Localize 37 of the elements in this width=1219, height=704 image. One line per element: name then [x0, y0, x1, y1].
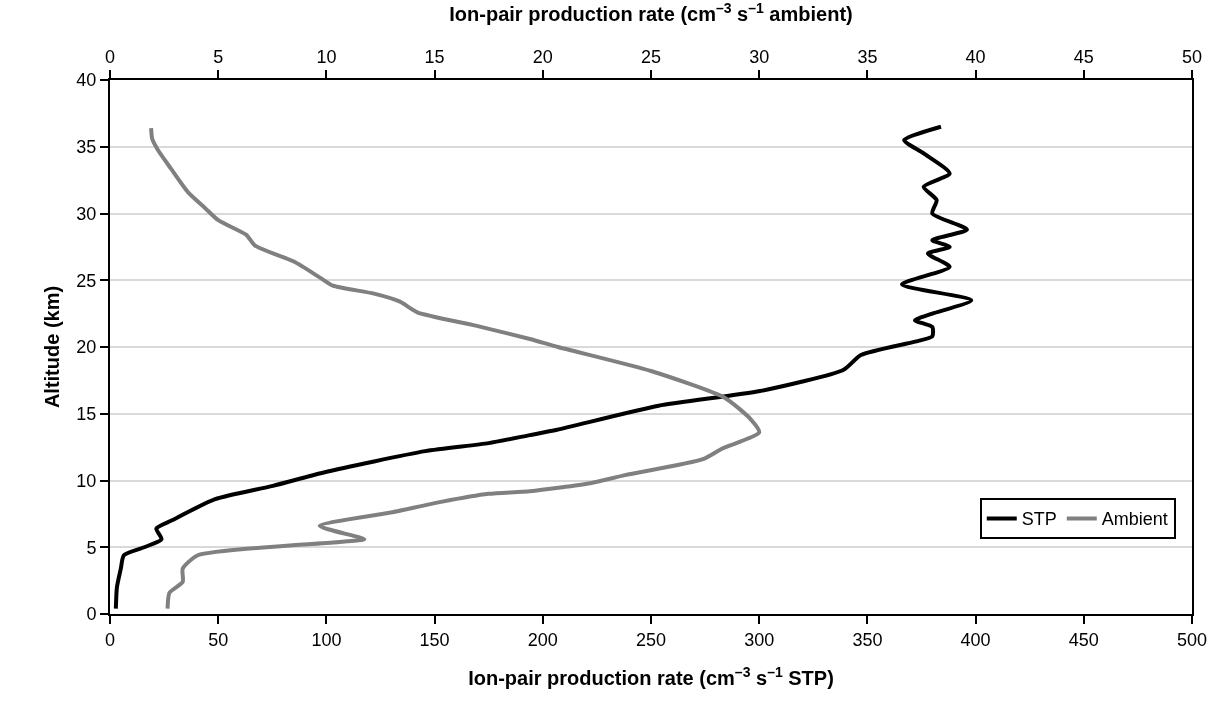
x2-axis-title: Ion-pair production rate (cm$^{–3}$ s$^{–1}$ ambient) [449, 0, 853, 26]
y-tick-label: 0 [86, 604, 97, 625]
x2-tick-label: 40 [965, 46, 986, 67]
legend-label: Ambient [1101, 509, 1168, 530]
legend-label: STP [1021, 509, 1057, 530]
x-tick-label: 100 [311, 629, 342, 650]
x-axis-title: Ion-pair production rate (cm$^{–3}$ s$^{–1}$ STP) [468, 663, 834, 689]
x-tick-label: 150 [419, 629, 450, 650]
y-tick-label: 35 [76, 137, 97, 158]
x2-tick-label: 10 [316, 46, 337, 67]
y-tick-label: 5 [86, 537, 97, 558]
line-series [113, 124, 974, 611]
x2-tick-label: 50 [1181, 46, 1203, 67]
x-tick-label: 450 [1068, 629, 1099, 650]
x-tick-label: 50 [208, 629, 229, 650]
x2-tick-label: 0 [104, 46, 116, 67]
x2-tick-label: 20 [532, 46, 553, 67]
y-tick-label: 10 [76, 470, 97, 491]
x-tick-label: 250 [635, 629, 667, 650]
x2-tick-label: 35 [857, 46, 878, 67]
y-axis-title: Altitude (km) [41, 285, 63, 409]
y-tick-label: 15 [76, 404, 97, 425]
x-tick-label: 400 [960, 629, 991, 650]
y-tick-label: 20 [76, 337, 97, 358]
y-tick-label: 40 [76, 70, 97, 91]
y-tick-label: 25 [76, 270, 97, 291]
x2-tick-label: 15 [424, 46, 445, 67]
y-tick-label: 30 [76, 203, 97, 224]
x-tick-label: 200 [527, 629, 558, 650]
x2-tick-label: 5 [213, 46, 224, 67]
x2-tick-label: 30 [749, 46, 770, 67]
x2-tick-label: 25 [640, 46, 662, 67]
x-tick-label: 350 [852, 629, 883, 650]
x-tick-label: 500 [1176, 629, 1208, 650]
x-tick-label: 300 [744, 629, 775, 650]
x2-tick-label: 45 [1073, 46, 1094, 67]
x-tick-label: 0 [104, 629, 116, 650]
